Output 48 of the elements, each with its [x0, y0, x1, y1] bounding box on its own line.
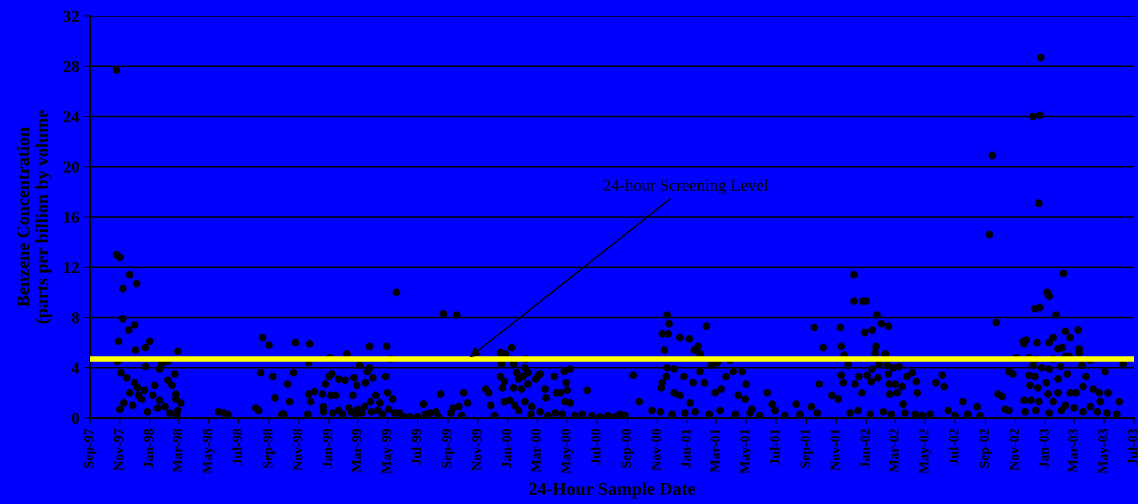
x-tick-label: Mar-02	[889, 429, 899, 473]
y-axis-title: Benzene Concentration (parts per billion by volume	[16, 110, 52, 324]
y-tick-label: 8	[71, 312, 80, 324]
x-tick-label: Sep-97	[84, 428, 97, 468]
x-tick-label: May-02	[919, 429, 932, 474]
x-tick-label: Jan-01	[681, 429, 691, 468]
x-tick-label: Mar-01	[710, 429, 720, 473]
x-tick-label: Nov-98	[293, 428, 303, 471]
x-axis-title: 24-Hour Sample Date	[529, 482, 696, 499]
x-tick-label: Nov-00	[651, 428, 661, 471]
x-tick-label: Mar-98	[172, 428, 183, 473]
x-tick-label: May-00	[561, 428, 574, 474]
annotation: 24-hour Screening Level	[603, 179, 769, 195]
x-tick-label: Nov-02	[1009, 429, 1019, 471]
x-tick-label: Jul-01	[769, 429, 780, 465]
x-tick-label: May-03	[1098, 428, 1111, 474]
y-tick-label: 4	[71, 362, 80, 374]
x-tick-label: Jul-98	[232, 428, 243, 465]
y-tick-label: 20	[63, 161, 79, 173]
x-tick-label: Mar-99	[351, 428, 362, 473]
x-tick-label: May-99	[381, 428, 394, 474]
x-tick-label: Jan-00	[501, 428, 512, 468]
x-tick-label: Sep-01	[800, 429, 813, 468]
x-tick-label: Jul-02	[948, 429, 959, 465]
x-tick-label: Nov-01	[830, 429, 840, 471]
x-tick-label: Nov-97	[114, 428, 124, 471]
x-tick-label: Jan-02	[860, 429, 870, 468]
x-tick-label: Jul-00	[590, 428, 601, 465]
y-tick-label: 28	[63, 60, 80, 73]
y-tick-label: 16	[64, 211, 80, 223]
y-tick-label: 24	[63, 111, 80, 123]
x-tick-label: Sep-98	[263, 428, 276, 468]
y-tick-label: 32	[63, 10, 79, 22]
x-tick-label: Mar-00	[531, 428, 541, 473]
x-tick-label: Jul-99	[411, 428, 422, 465]
x-tick-label: Nov-99	[472, 428, 482, 471]
x-tick-label: Sep-02	[979, 429, 992, 468]
x-tick-label: Sep-99	[442, 428, 455, 468]
x-tick-label: May-01	[740, 429, 753, 474]
x-tick-label: Jan-98	[143, 428, 154, 468]
x-tick-label: Jan-03	[1039, 428, 1049, 468]
x-tick-label: Jan-99	[322, 428, 333, 468]
y-tick-label: 0	[71, 412, 79, 424]
x-tick-label: Jul-03	[1127, 428, 1138, 465]
y-tick-label: 12	[64, 262, 79, 274]
x-tick-label: Sep-00	[621, 428, 634, 468]
x-tick-label: May-98	[202, 428, 215, 474]
x-tick-label: Mar-03	[1068, 428, 1078, 473]
